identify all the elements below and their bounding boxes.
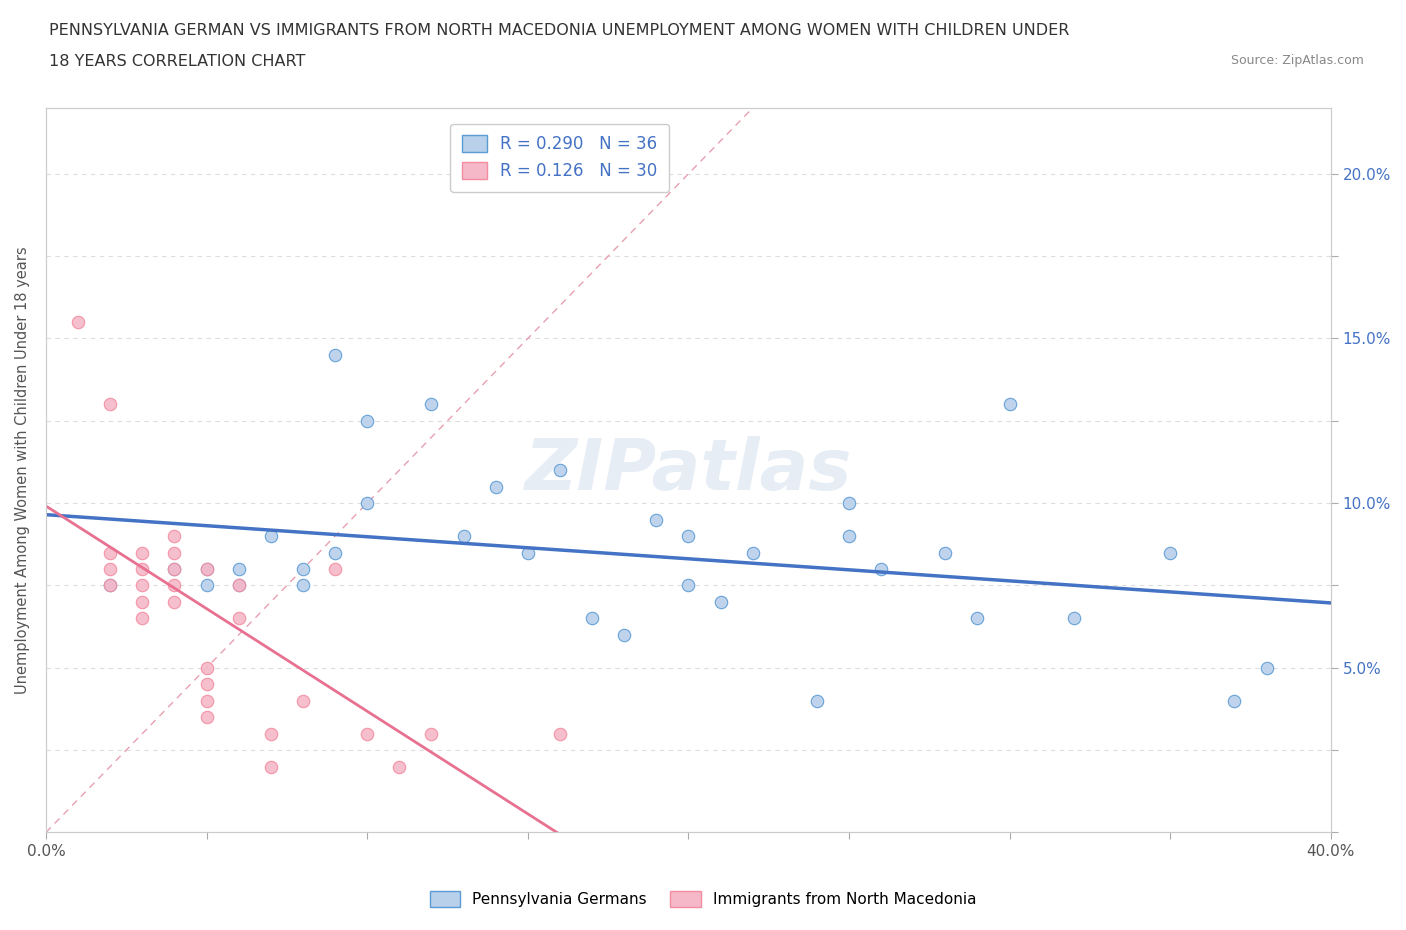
Point <box>645 512 668 527</box>
Point <box>323 348 346 363</box>
Point <box>678 578 700 593</box>
Point <box>163 578 186 593</box>
Point <box>67 314 90 329</box>
Point <box>613 628 636 643</box>
Point <box>323 545 346 560</box>
Point <box>741 545 763 560</box>
Point <box>870 562 893 577</box>
Point <box>516 545 538 560</box>
Point <box>98 578 121 593</box>
Point <box>1063 611 1085 626</box>
Point <box>1159 545 1181 560</box>
Point <box>420 397 443 412</box>
Point <box>195 660 218 675</box>
Point <box>195 562 218 577</box>
Point <box>163 562 186 577</box>
Point <box>228 611 250 626</box>
Point <box>548 726 571 741</box>
Point <box>131 594 153 609</box>
Point <box>163 528 186 543</box>
Point <box>356 496 378 511</box>
Point <box>131 545 153 560</box>
Point <box>934 545 956 560</box>
Point <box>291 578 314 593</box>
Text: 18 YEARS CORRELATION CHART: 18 YEARS CORRELATION CHART <box>49 54 305 69</box>
Text: PENNSYLVANIA GERMAN VS IMMIGRANTS FROM NORTH MACEDONIA UNEMPLOYMENT AMONG WOMEN : PENNSYLVANIA GERMAN VS IMMIGRANTS FROM N… <box>49 23 1070 38</box>
Point <box>131 611 153 626</box>
Point <box>131 562 153 577</box>
Point <box>998 397 1021 412</box>
Text: Source: ZipAtlas.com: Source: ZipAtlas.com <box>1230 54 1364 67</box>
Point <box>98 397 121 412</box>
Point <box>260 726 283 741</box>
Point <box>1256 660 1278 675</box>
Point <box>388 759 411 774</box>
Point <box>98 562 121 577</box>
Point <box>1223 693 1246 708</box>
Point <box>291 693 314 708</box>
Point <box>260 528 283 543</box>
Point <box>356 413 378 428</box>
Point <box>806 693 828 708</box>
Point <box>195 693 218 708</box>
Legend: R = 0.290   N = 36, R = 0.126   N = 30: R = 0.290 N = 36, R = 0.126 N = 30 <box>450 124 669 192</box>
Point <box>838 528 860 543</box>
Point <box>195 677 218 692</box>
Point <box>228 578 250 593</box>
Point <box>163 545 186 560</box>
Point <box>260 759 283 774</box>
Point <box>98 545 121 560</box>
Point <box>228 562 250 577</box>
Point <box>581 611 603 626</box>
Point <box>131 578 153 593</box>
Point <box>163 562 186 577</box>
Point <box>838 496 860 511</box>
Point <box>966 611 988 626</box>
Text: ZIPatlas: ZIPatlas <box>524 435 852 505</box>
Point <box>228 578 250 593</box>
Point <box>163 594 186 609</box>
Point <box>195 710 218 724</box>
Point <box>195 578 218 593</box>
Point <box>485 479 508 494</box>
Point <box>420 726 443 741</box>
Point <box>291 562 314 577</box>
Point <box>548 463 571 478</box>
Point <box>453 528 475 543</box>
Point <box>323 562 346 577</box>
Point <box>98 578 121 593</box>
Legend: Pennsylvania Germans, Immigrants from North Macedonia: Pennsylvania Germans, Immigrants from No… <box>423 884 983 913</box>
Point <box>195 562 218 577</box>
Y-axis label: Unemployment Among Women with Children Under 18 years: Unemployment Among Women with Children U… <box>15 246 30 694</box>
Point <box>356 726 378 741</box>
Point <box>678 528 700 543</box>
Point <box>709 594 731 609</box>
